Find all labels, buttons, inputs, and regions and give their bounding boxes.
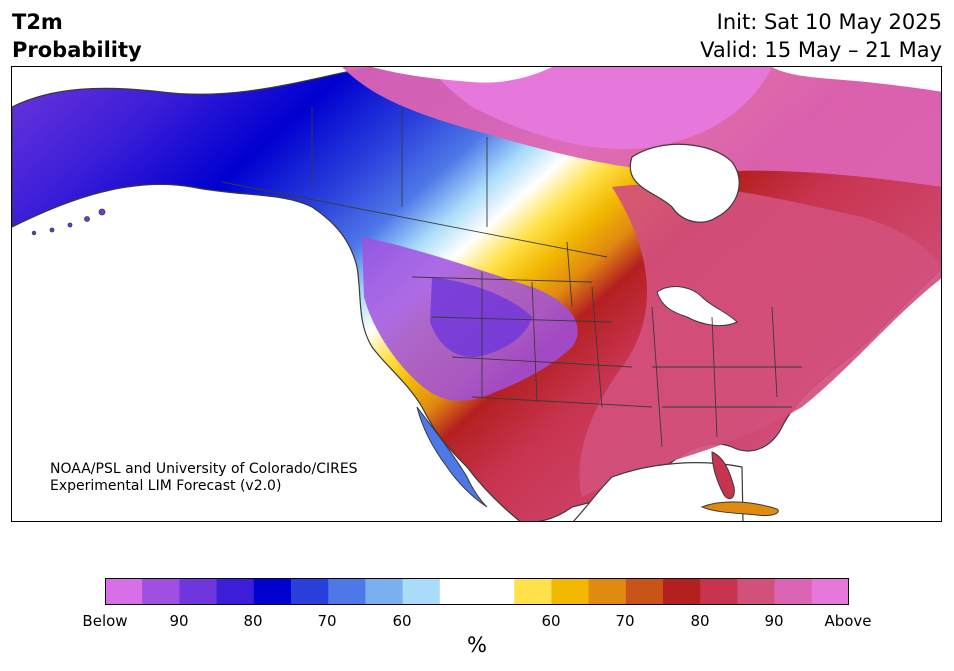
colorbar-tick-below-90: 90 (169, 612, 189, 630)
valid-range: Valid: 15 May – 21 May (700, 38, 942, 62)
aleutian-islands (31, 208, 106, 236)
credit-line-2: Experimental LIM Forecast (v2.0) (50, 478, 282, 494)
colorbar-segment (477, 578, 515, 605)
title-product: Probability (12, 38, 142, 62)
colorbar-tick-above-70: 70 (615, 612, 635, 630)
colorbar-segment (588, 578, 627, 605)
colorbar-segment (551, 578, 590, 605)
title-variable: T2m (12, 10, 63, 34)
great-lakes (656, 286, 738, 327)
colorbar-tick-below-80: 80 (243, 612, 263, 630)
map-credit: NOAA/PSL and University of Colorado/CIRE… (50, 461, 358, 495)
colorbar-segment (402, 578, 441, 605)
gulf-of-mexico (573, 462, 744, 521)
forecast-dates: Init: Sat 10 May 2025 Valid: 15 May – 21… (700, 8, 942, 64)
region-above-normal-peak (432, 67, 772, 149)
colorbar-segment (774, 578, 813, 605)
colorbar-segment (663, 578, 701, 605)
colorbar-segment (700, 578, 738, 605)
map-title: T2m Probability (12, 8, 142, 64)
probability-map: NOAA/PSL and University of Colorado/CIRE… (11, 66, 942, 522)
colorbar-unit: % (467, 633, 487, 657)
colorbar-outline (105, 578, 849, 605)
hudson-bay (629, 143, 740, 223)
colorbar-segment (105, 578, 143, 605)
map-canvas (12, 67, 941, 521)
colorbar-tick-below: Below (82, 612, 128, 630)
credit-line-1: NOAA/PSL and University of Colorado/CIRE… (50, 461, 358, 477)
region-above-normal-east (579, 184, 941, 497)
colorbar-segment (291, 578, 329, 605)
florida-peninsula (711, 451, 735, 500)
init-date: Init: Sat 10 May 2025 (716, 10, 942, 34)
colorbar-segment (328, 578, 366, 605)
colorbar-segment (514, 578, 552, 605)
arctic-water-1 (372, 67, 552, 83)
colorbar-tick-below-70: 70 (317, 612, 337, 630)
political-borders (221, 107, 802, 448)
colorbar-tick-above-80: 80 (690, 612, 710, 630)
arctic-water-2 (772, 67, 941, 92)
colorbar-segment (179, 578, 218, 605)
colorbar-tick-below-60: 60 (392, 612, 412, 630)
colorbar-segment (625, 578, 664, 605)
colorbar (105, 578, 849, 605)
region-below-normal-core (430, 277, 532, 358)
colorbar-segment (142, 578, 180, 605)
colorbar-tick-above: Above (824, 612, 872, 630)
colorbar-tick-above-90: 90 (764, 612, 784, 630)
colorbar-tick-above-60: 60 (541, 612, 561, 630)
colorbar-segment (216, 578, 255, 605)
colorbar-segment (365, 578, 404, 605)
colorbar-segment (811, 578, 849, 605)
colorbar-segment (737, 578, 776, 605)
baja-california (416, 406, 488, 508)
colorbar-segment (253, 578, 292, 605)
colorbar-segment (439, 578, 478, 605)
cuba (700, 501, 779, 516)
